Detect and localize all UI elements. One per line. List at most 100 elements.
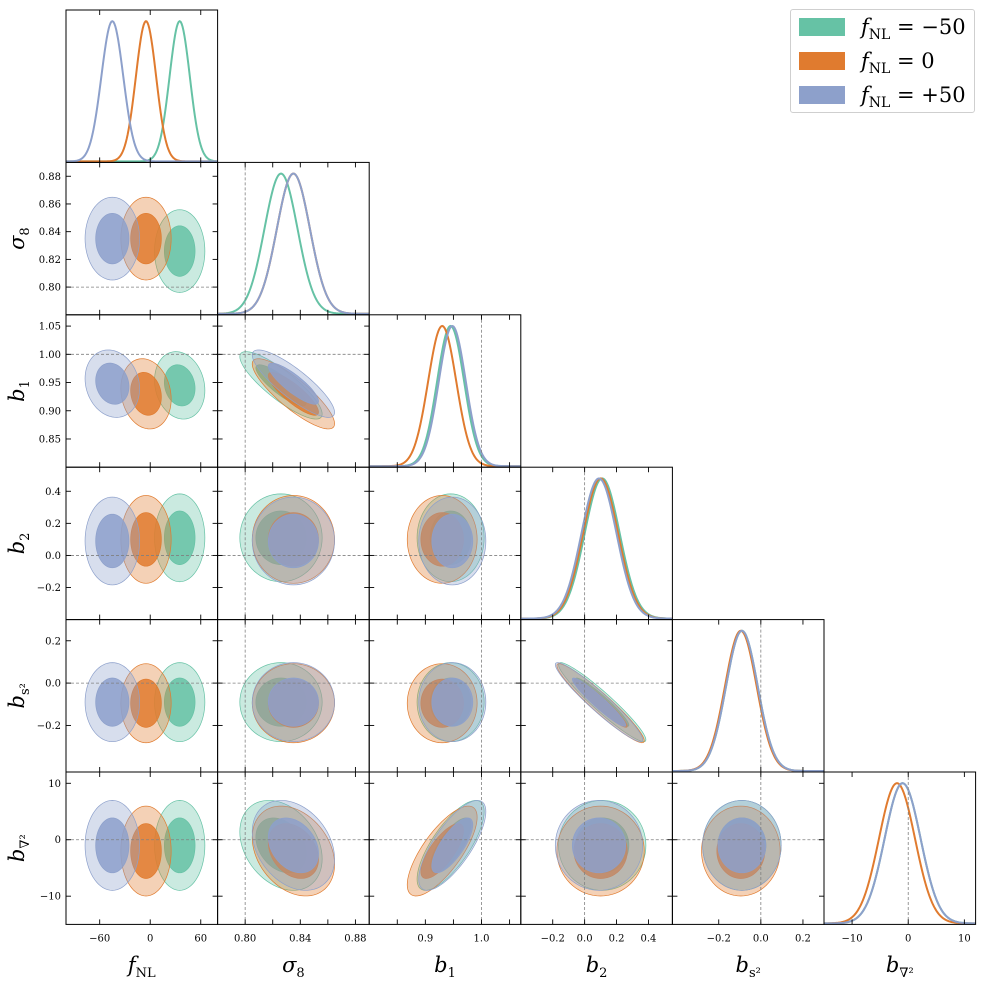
contour-1sigma-b2-b1-fnl-50: [431, 513, 474, 569]
panel-bnabla2-b1: 0.9 1.0: [368, 771, 522, 944]
y-axis-label-bs2: bs²: [5, 683, 33, 708]
panel-b2-b1: [368, 466, 522, 621]
panel-b2-b2: [520, 466, 673, 621]
contour-1sigma-bs2-b2-fnl-50: [571, 677, 627, 727]
y-tick-label: 0.4: [45, 487, 61, 498]
contour-1sigma-b2-fNL-fnl-50: [163, 510, 196, 565]
contour-1sigma-bnabla2-fNL-fnl-50: [163, 817, 196, 874]
marginal-fNL-fnl-50: [66, 19, 218, 163]
marginal-sigma8-fnl-0: [217, 172, 370, 315]
y-axis-label-b1: b1: [5, 380, 33, 402]
marginal-bs2-fnl-0: [672, 629, 824, 772]
x-tick-label: 0: [905, 933, 911, 944]
y-tick-label: 1.05: [39, 322, 61, 333]
contour-1sigma-bnabla2-b2-fnl-50: [571, 817, 627, 874]
y-tick-label: −10: [40, 892, 61, 903]
x-tick-label: 10: [958, 933, 971, 944]
marginal-sigma8-fnl-50: [217, 172, 370, 315]
y-tick-label: −0.2: [37, 583, 61, 594]
panel-b1-fNL: 0.85 0.90 0.95 1.00 1.05: [39, 314, 219, 468]
x-axis-label-bnabla2: b∇²: [886, 953, 914, 981]
x-axis-label-b2: b2: [586, 953, 608, 981]
panel-frame: [520, 466, 673, 621]
x-tick-label: 0.84: [289, 933, 311, 944]
legend-label: fNL = 0: [861, 49, 935, 78]
y-tick-label: 0.85: [39, 434, 61, 445]
panel-fNL-fNL: [65, 9, 219, 163]
marginal-bs2-fnl-50: [672, 629, 824, 772]
x-tick-label: −60: [89, 933, 110, 944]
panel-sigma8-sigma8: [217, 161, 370, 316]
x-tick-label: 0.0: [753, 933, 769, 944]
x-tick-label: 0.9: [417, 933, 433, 944]
y-tick-label: 0.0: [45, 551, 61, 562]
contour-1sigma-b2-fNL-fnl-50: [95, 513, 130, 569]
panel-bs2-b2: [520, 619, 673, 773]
panel-b1-sigma8: [217, 314, 370, 468]
x-tick-label: 1.0: [474, 933, 490, 944]
y-tick-label: 0.80: [39, 283, 61, 294]
x-axis-label-sigma8: σ8: [282, 953, 305, 981]
panel-bs2-b1: [368, 619, 522, 773]
marginal-sigma8-fnl-50: [217, 172, 370, 315]
panel-frame: [823, 771, 977, 925]
marginal-bnabla2-fnl-50: [824, 782, 976, 925]
contour-1sigma-bnabla2-b1-fnl-50: [431, 817, 474, 874]
panel-frame: [217, 161, 370, 316]
panel-bs2-sigma8: [217, 619, 370, 773]
y-axis-label-sigma8: σ8: [5, 227, 33, 250]
legend: fNL = −50 fNL = 0 fNL = +50: [790, 9, 975, 113]
panel-bnabla2-sigma8: 0.80 0.84 0.88: [217, 771, 370, 944]
contour-1sigma-bs2-fNL-fnl-50: [163, 677, 196, 727]
y-tick-label: −0.2: [37, 721, 61, 732]
contour-1sigma-bnabla2-fNL-fnl-0: [130, 823, 162, 879]
x-tick-label: 0.2: [795, 933, 811, 944]
contour-1sigma-sigma8-fNL-fnl-50: [163, 225, 196, 277]
x-tick-label: 60: [194, 933, 207, 944]
legend-swatch: [799, 86, 845, 104]
x-axis-label-fNL: fNL: [126, 953, 156, 981]
marginal-b2-fnl-50: [520, 477, 673, 620]
contour-1sigma-sigma8-fNL-fnl-50: [95, 212, 130, 265]
legend-item-fnl-0: fNL = 0: [799, 48, 971, 77]
marginal-bnabla2-fnl-50: [824, 782, 976, 925]
y-tick-label: 0.84: [39, 227, 61, 238]
panel-b2-fNL: −0.2 0.0 0.2 0.4: [37, 466, 219, 621]
marginal-b2-fnl-0: [520, 477, 673, 620]
contour-1sigma-bnabla2-bs2-fnl-50: [717, 817, 767, 874]
marginal-fNL-fnl-50: [66, 20, 218, 163]
contour-1sigma-bnabla2-fNL-fnl-50: [95, 817, 130, 874]
contour-1sigma-bs2-sigma8-fnl-50: [267, 677, 319, 727]
x-tick-label: 0.80: [234, 933, 256, 944]
y-tick-label: 0.88: [39, 172, 61, 183]
contour-1sigma-b1-sigma8-fnl-50: [267, 362, 319, 405]
contour-1sigma-bs2-fNL-fnl-50: [95, 677, 130, 727]
x-tick-label: 0.4: [641, 933, 657, 944]
legend-swatch: [799, 18, 845, 36]
legend-label: fNL = −50: [861, 15, 966, 44]
contour-1sigma-b1-fNL-fnl-50: [163, 364, 196, 407]
marginal-bnabla2-fnl-0: [824, 782, 976, 925]
panel-bnabla2-b2: −0.2 0.0 0.2 0.4: [520, 771, 673, 944]
x-axis-label-bs2: bs²: [736, 953, 761, 981]
y-tick-label: 0.2: [45, 519, 61, 530]
x-tick-label: 0.2: [609, 933, 625, 944]
y-axis-label-b2: b2: [5, 533, 33, 555]
y-tick-label: 0.0: [45, 679, 61, 690]
y-tick-label: 0.95: [39, 378, 61, 389]
contour-1sigma-b1-fNL-fnl-50: [95, 362, 130, 405]
y-tick-label: 0.86: [39, 199, 61, 210]
x-tick-label: −0.2: [541, 933, 565, 944]
legend-item-fnl-minus50: fNL = −50: [799, 14, 971, 43]
marginal-b2-fnl-50: [520, 477, 673, 620]
panel-bs2-fNL: −0.2 0.0 0.2: [37, 619, 219, 773]
y-tick-label: 0.2: [45, 636, 61, 647]
y-tick-label: 0: [55, 835, 61, 846]
x-axis-label-b1: b1: [434, 953, 456, 981]
panel-sigma8-fNL: 0.80 0.82 0.84 0.86 0.88: [39, 161, 219, 316]
y-axis-label-bnabla2: b∇²: [5, 834, 33, 862]
panel-b2-sigma8: [217, 466, 370, 621]
y-tick-label: 1.00: [39, 350, 61, 361]
legend-label: fNL = +50: [861, 83, 966, 112]
